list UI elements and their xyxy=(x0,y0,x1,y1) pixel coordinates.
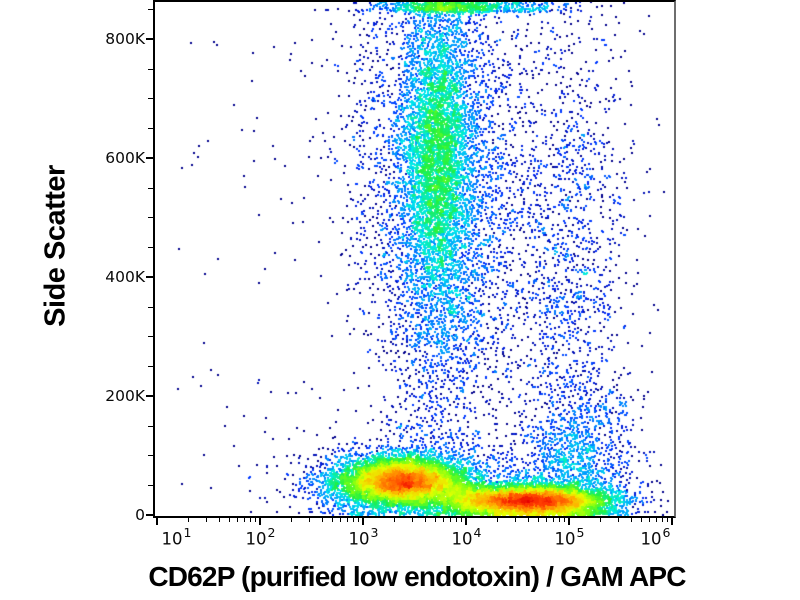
x-axis-minor-tick xyxy=(340,518,341,522)
x-axis-minor-tick xyxy=(332,518,333,522)
x-axis-minor-tick xyxy=(564,518,565,522)
x-axis-minor-tick xyxy=(255,518,256,522)
y-axis-minor-tick xyxy=(148,9,153,10)
x-tick-exponent: 6 xyxy=(662,525,671,540)
plot-area: 0 200K 400K 600K 800K 101 102 103 104 105 106 xyxy=(105,2,674,549)
y-axis-tick-label: 200K xyxy=(105,386,145,405)
x-axis-major-tick xyxy=(259,518,261,525)
x-axis-major-tick xyxy=(568,518,570,525)
x-axis-minor-tick xyxy=(641,518,642,522)
x-axis-minor-tick xyxy=(291,518,292,522)
x-axis-minor-tick xyxy=(443,518,444,522)
y-axis-minor-tick xyxy=(148,217,153,218)
x-tick-exponent: 2 xyxy=(267,525,276,540)
y-axis-minor-tick xyxy=(148,336,153,337)
x-axis-minor-tick xyxy=(559,518,560,522)
x-axis-minor-tick xyxy=(188,518,189,522)
density-scatter-canvas xyxy=(155,2,674,516)
x-axis-minor-tick xyxy=(461,518,462,522)
x-axis-minor-tick xyxy=(394,518,395,522)
y-axis-minor-tick xyxy=(148,307,153,308)
y-axis-minor-tick xyxy=(148,485,153,486)
x-axis-minor-tick xyxy=(322,518,323,522)
x-tick-base: 10 xyxy=(640,529,662,549)
y-axis-major-tick xyxy=(146,275,153,278)
x-axis-minor-tick xyxy=(435,518,436,522)
y-axis-major-tick xyxy=(146,156,153,159)
x-axis-minor-tick xyxy=(456,518,457,522)
x-axis-tick-label: 103 xyxy=(345,525,381,549)
x-axis-major-tick xyxy=(362,518,364,525)
y-axis-tick-label: 400K xyxy=(105,267,145,286)
y-axis-tick-label: 800K xyxy=(105,29,145,48)
y-axis-major-tick xyxy=(146,514,153,516)
x-axis-major-tick xyxy=(156,518,158,525)
x-tick-base: 10 xyxy=(245,529,267,549)
y-axis-minor-tick xyxy=(148,455,153,456)
x-axis-minor-tick xyxy=(515,518,516,522)
y-axis-minor-tick xyxy=(148,69,153,70)
x-tick-base: 10 xyxy=(554,529,576,549)
x-axis-minor-tick xyxy=(412,518,413,522)
x-axis-minor-tick xyxy=(497,518,498,522)
x-axis-minor-tick xyxy=(618,518,619,522)
y-axis-tick-label: 0 xyxy=(135,506,145,524)
x-axis-tick-label: 106 xyxy=(637,525,673,549)
x-axis-title: CD62P (purified low endotoxin) / GAM APC xyxy=(148,561,686,592)
x-axis-minor-tick xyxy=(358,518,359,522)
x-axis-minor-tick xyxy=(309,518,310,522)
x-axis-major-tick xyxy=(671,518,673,525)
x-axis-minor-tick xyxy=(600,518,601,522)
x-tick-exponent: 1 xyxy=(183,525,192,540)
x-axis-minor-tick xyxy=(667,518,668,522)
x-axis-tick-label: 101 xyxy=(158,525,194,549)
y-axis-major-tick xyxy=(146,37,153,40)
x-axis-minor-tick xyxy=(237,518,238,522)
x-axis-minor-tick xyxy=(546,518,547,522)
x-axis-minor-tick xyxy=(347,518,348,522)
x-axis-minor-tick xyxy=(553,518,554,522)
y-axis-minor-tick xyxy=(148,247,153,248)
x-tick-base: 10 xyxy=(161,529,183,549)
x-axis-minor-tick xyxy=(229,518,230,522)
x-tick-base: 10 xyxy=(451,529,473,549)
x-tick-exponent: 4 xyxy=(473,525,482,540)
x-axis-minor-tick xyxy=(538,518,539,522)
x-axis-tick-label: 105 xyxy=(551,525,587,549)
x-axis-tick-label: 104 xyxy=(448,525,484,549)
x-axis-minor-tick xyxy=(353,518,354,522)
x-axis-minor-tick xyxy=(631,518,632,522)
x-axis-minor-tick xyxy=(219,518,220,522)
x-axis-minor-tick xyxy=(206,518,207,522)
x-axis-minor-tick xyxy=(425,518,426,522)
y-axis-major-tick xyxy=(146,394,153,397)
y-axis-title: Side Scatter xyxy=(39,165,72,327)
y-axis-minor-tick xyxy=(148,426,153,427)
x-axis-major-tick xyxy=(465,518,467,525)
x-axis-minor-tick xyxy=(250,518,251,522)
y-axis-minor-tick xyxy=(148,366,153,367)
x-tick-exponent: 3 xyxy=(370,525,379,540)
x-axis-minor-tick xyxy=(662,518,663,522)
x-axis-tick-label: 102 xyxy=(242,525,278,549)
y-axis-minor-tick xyxy=(148,128,153,129)
x-tick-exponent: 5 xyxy=(576,525,585,540)
x-axis-minor-tick xyxy=(656,518,657,522)
x-axis-minor-tick xyxy=(528,518,529,522)
x-axis-minor-tick xyxy=(649,518,650,522)
x-axis-minor-tick xyxy=(244,518,245,522)
y-axis-minor-tick xyxy=(148,98,153,99)
y-axis-tick-label: 600K xyxy=(105,148,145,167)
x-tick-base: 10 xyxy=(348,529,370,549)
y-axis-minor-tick xyxy=(148,188,153,189)
x-axis-minor-tick xyxy=(450,518,451,522)
